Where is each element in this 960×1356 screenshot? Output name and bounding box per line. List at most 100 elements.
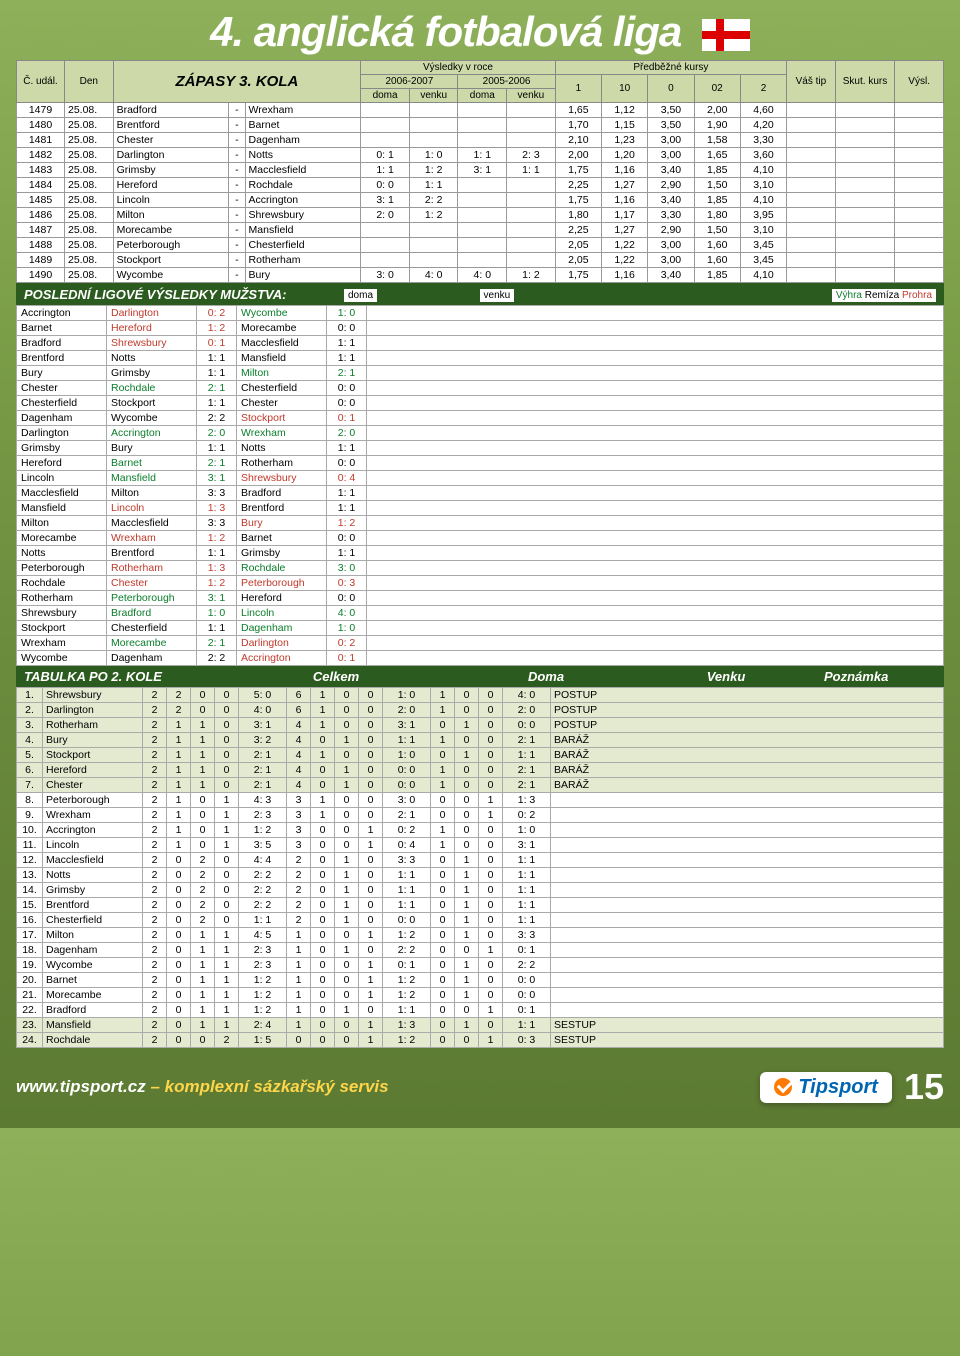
standings-row: 10.Accrington21011: 230010: 21001: 0 [17,823,944,838]
standings-table: 1.Shrewsbury22005: 061001: 01004: 0POSTU… [16,687,944,1048]
cell: Morecambe [17,531,107,546]
cell: 1 [215,793,239,808]
cell: 1 [191,718,215,733]
cell [551,793,944,808]
cell: 1 [359,1018,383,1033]
cell [835,103,895,118]
cell: Darlington [107,306,197,321]
cell: 4: 4 [239,853,287,868]
cell [507,253,556,268]
cell: Lincoln [113,193,229,208]
cell: Bradford [107,606,197,621]
cell: 2 [191,913,215,928]
cell: 0 [455,943,479,958]
cell: 3,00 [648,148,694,163]
cell: 0 [359,793,383,808]
cell: 1 [311,748,335,763]
cell: 24. [17,1033,43,1048]
cell: Peterborough [107,591,197,606]
cell: 1: 3 [503,793,551,808]
cell: 0 [311,763,335,778]
cell: 1 [359,838,383,853]
cell: 2: 3 [239,943,287,958]
recent-row: NottsBrentford1: 1Grimsby1: 1 [17,546,944,561]
match-row: 148925.08.Stockport-Rotherham2,051,223,0… [17,253,944,268]
cell: 0 [167,853,191,868]
cell: 1: 1 [503,1018,551,1033]
cell: 0 [431,928,455,943]
cell: 0 [455,778,479,793]
cell: Brentford [113,118,229,133]
recent-row: HerefordBarnet2: 1Rotherham0: 0 [17,456,944,471]
cell: 1: 0 [327,621,367,636]
cell: 1: 2 [239,823,287,838]
cell: 1 [287,1003,311,1018]
standings-row: 7.Chester21102: 140100: 01002: 1BARÁŽ [17,778,944,793]
cell: Barnet [107,456,197,471]
cell: 2: 2 [503,958,551,973]
cell: 6. [17,763,43,778]
cell [835,223,895,238]
cell: 1 [191,1003,215,1018]
cell [551,973,944,988]
recent-row: MansfieldLincoln1: 3Brentford1: 1 [17,501,944,516]
cell: 2 [143,748,167,763]
cell: Mansfield [43,1018,143,1033]
cell: Barnet [245,118,361,133]
cell: 0 [479,718,503,733]
cell: 0: 0 [383,913,431,928]
cell: Mansfield [245,223,361,238]
cell: 0 [215,718,239,733]
cell: 4: 0 [458,268,507,283]
cell: 2: 2 [383,943,431,958]
cell: 1 [455,718,479,733]
cell: 0 [335,973,359,988]
cell: 0: 1 [197,336,237,351]
cell: 1 [311,703,335,718]
cell: 0 [455,703,479,718]
cell: 23. [17,1018,43,1033]
cell: Darlington [43,703,143,718]
cell: 6 [287,688,311,703]
cell: 4,10 [740,163,786,178]
cell: 3,95 [740,208,786,223]
standings-row: 14.Grimsby20202: 220101: 10101: 1 [17,883,944,898]
cell: - [229,148,245,163]
cell [787,103,836,118]
cell: POSTUP [551,688,944,703]
cell: - [229,163,245,178]
cell: 3,00 [648,133,694,148]
col-k0: 0 [648,75,694,103]
cell: 1 [359,1033,383,1048]
legend-doma: doma [344,289,377,302]
cell: 0: 1 [327,651,367,666]
cell: 2,05 [555,253,601,268]
cell [367,426,944,441]
cell: Chester [113,133,229,148]
cell: 0 [359,868,383,883]
cell: 0: 0 [327,456,367,471]
cell: 0 [311,1018,335,1033]
cell: 0 [167,973,191,988]
cell: BARÁŽ [551,733,944,748]
cell [361,118,410,133]
cell [895,133,944,148]
sh-venku: Venku [636,666,816,687]
cell: 0 [311,823,335,838]
cell: 1,22 [601,253,647,268]
cell [409,133,458,148]
cell [835,238,895,253]
cell: 2 [143,1018,167,1033]
col-doma1: doma [361,89,410,103]
recent-row: AccringtonDarlington0: 2Wycombe1: 0 [17,306,944,321]
standings-row: 9.Wrexham21012: 331002: 10010: 2 [17,808,944,823]
cell: 3,30 [740,133,786,148]
cell: 1 [335,853,359,868]
cell: 0 [191,1033,215,1048]
cell: 25.08. [64,178,113,193]
cell: 1: 1 [197,441,237,456]
cell [458,193,507,208]
flag-icon [702,19,750,51]
cell: 2: 3 [239,808,287,823]
cell: 0 [335,793,359,808]
